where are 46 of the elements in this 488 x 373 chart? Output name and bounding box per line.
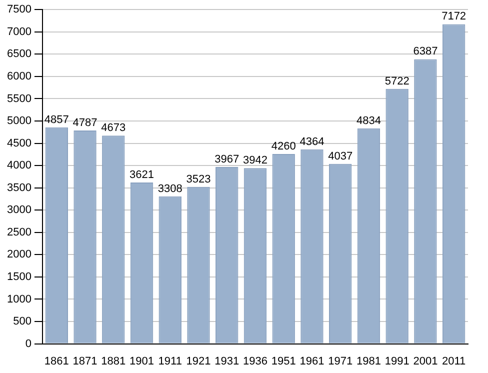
y-tick-label: 0 [25, 338, 32, 350]
x-tick-label: 1936 [242, 355, 268, 368]
data-label: 3523 [186, 173, 211, 186]
y-tick-label: 3000 [6, 204, 32, 216]
y-tick-label: 2000 [6, 248, 32, 261]
y-tick-label: 4500 [6, 137, 32, 150]
x-tick-label: 1991 [384, 355, 410, 368]
data-label: 3942 [242, 154, 268, 167]
y-tick-label: 4000 [6, 160, 32, 172]
x-tick-label: 1961 [300, 355, 324, 368]
y-tick-label: 1000 [6, 293, 32, 306]
data-label: 3621 [130, 168, 154, 181]
data-label: 5722 [384, 75, 410, 88]
y-tick-label: 3500 [6, 182, 32, 194]
x-tick-label: 1931 [214, 355, 240, 368]
data-label: 7172 [442, 10, 466, 23]
x-tick-label: 1911 [158, 355, 182, 368]
data-label: 3967 [214, 154, 240, 166]
y-tick-label: 6500 [6, 48, 32, 60]
data-label: 4364 [300, 136, 324, 148]
y-tick-label: 7500 [6, 4, 32, 16]
data-label: 4260 [271, 140, 296, 153]
data-label: 4673 [101, 122, 126, 134]
x-tick-label: 1871 [72, 355, 98, 368]
data-label: 4857 [44, 114, 69, 126]
data-label: 6387 [413, 46, 438, 58]
x-tick-label: 1861 [44, 355, 69, 368]
data-label: 3308 [158, 182, 182, 195]
x-tick-label: 1951 [271, 355, 296, 368]
data-label: 4037 [328, 150, 353, 162]
y-tick-label: 5000 [6, 115, 32, 128]
y-tick-label: 1500 [6, 270, 32, 283]
y-tick-label: 500 [13, 316, 32, 328]
y-tick-label: 2500 [6, 226, 32, 238]
y-tick-label: 5500 [6, 92, 32, 105]
y-tick-label: 7000 [6, 26, 32, 38]
x-tick-label: 1921 [186, 355, 211, 368]
data-label: 4787 [72, 117, 98, 130]
y-tick-label: 6000 [6, 70, 32, 82]
x-tick-label: 2011 [442, 355, 466, 368]
data-label: 4834 [356, 114, 381, 127]
x-tick-label: 1881 [101, 355, 126, 368]
x-tick-label: 1901 [130, 355, 154, 368]
x-tick-label: 1971 [328, 355, 353, 368]
x-tick-label: 2001 [413, 355, 438, 368]
x-tick-label: 1981 [356, 355, 381, 368]
